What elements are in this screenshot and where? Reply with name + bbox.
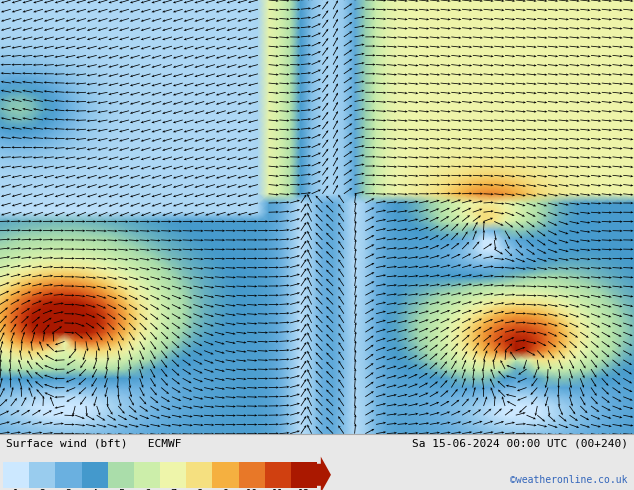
Bar <box>265 462 291 488</box>
Bar <box>238 462 265 488</box>
Bar <box>160 462 186 488</box>
Bar <box>82 462 108 488</box>
Text: Surface wind (bft)   ECMWF: Surface wind (bft) ECMWF <box>6 438 182 448</box>
Text: Sa 15-06-2024 00:00 UTC (00+240): Sa 15-06-2024 00:00 UTC (00+240) <box>411 438 628 448</box>
Bar <box>29 462 56 488</box>
Bar <box>291 462 317 488</box>
Bar <box>186 462 212 488</box>
Bar <box>56 462 82 488</box>
Bar <box>3 462 29 488</box>
Bar <box>134 462 160 488</box>
FancyArrow shape <box>317 457 331 490</box>
Text: ©weatheronline.co.uk: ©weatheronline.co.uk <box>510 475 628 486</box>
Bar <box>108 462 134 488</box>
Bar <box>212 462 238 488</box>
